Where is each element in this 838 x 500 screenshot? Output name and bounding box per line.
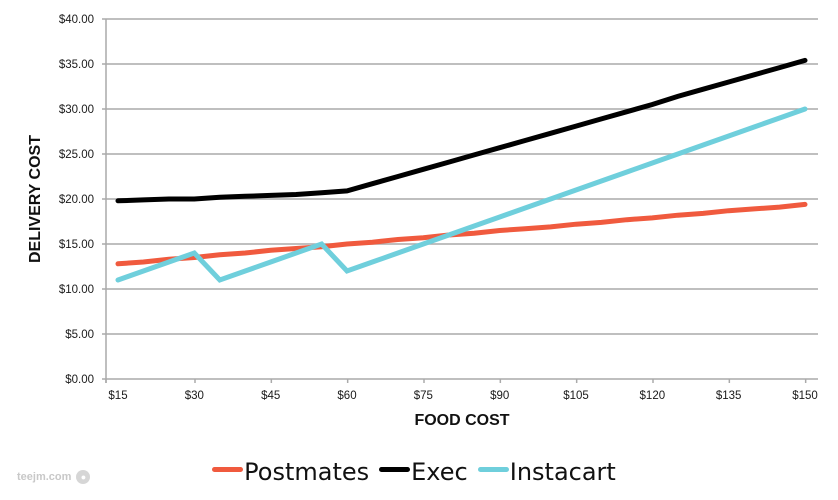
y-tick-label: $20.00 — [59, 194, 94, 206]
x-axis-title: FOOD COST — [414, 412, 509, 429]
series-line-exec — [115, 57, 808, 204]
y-tick-label: $5.00 — [65, 329, 94, 341]
x-tick-label: $150 — [792, 390, 818, 402]
y-tick-label: $0.00 — [65, 374, 94, 386]
line-chart: $0.00 $5.00 $10.00 $15.00 $20.00 $25.00 $30.00… — [27, 14, 818, 429]
y-tick-label: $10.00 — [59, 284, 94, 296]
y-tick-label: $40.00 — [59, 14, 94, 26]
legend-swatch-postmates — [212, 466, 244, 472]
x-tick-label: $120 — [640, 390, 666, 402]
legend-label-instacart: Instacart — [509, 458, 616, 486]
x-tick-label: $90 — [490, 390, 509, 402]
legend-item-postmates[interactable]: Postmates — [212, 458, 369, 486]
logo-icon: ● — [76, 470, 91, 484]
y-axis-ticks: $0.00 $5.00 $10.00 $15.00 $20.00 $25.00 $30.00… — [59, 14, 94, 386]
legend-item-exec[interactable]: Exec — [379, 458, 468, 486]
series-lines — [115, 57, 808, 283]
legend-label-postmates: Postmates — [244, 458, 370, 486]
x-tick-label: $105 — [563, 390, 589, 402]
y-tick-label: $35.00 — [59, 59, 94, 71]
watermark: teejm.com ● — [17, 470, 91, 484]
legend-swatch-exec — [379, 466, 411, 472]
y-tick-label: $15.00 — [59, 239, 94, 251]
x-tick-label: $60 — [337, 390, 356, 402]
x-tick-label: $15 — [108, 390, 127, 402]
x-axis-ticks: $15 $30 $45 $60 $75 $90 $105 $120 $135 $150 — [105, 379, 818, 402]
y-tick-label: $25.00 — [59, 149, 94, 161]
y-axis-title: DELIVERY COST — [27, 135, 44, 263]
legend-swatch-instacart — [477, 466, 509, 472]
legend-item-instacart[interactable]: Instacart — [477, 458, 616, 486]
legend-label-exec: Exec — [411, 458, 468, 486]
x-tick-label: $135 — [716, 390, 742, 402]
y-tick-label: $30.00 — [59, 104, 94, 116]
series-line-postmates — [115, 201, 808, 267]
series-line-instacart — [115, 106, 808, 283]
x-tick-label: $75 — [414, 390, 433, 402]
watermark-text: teejm.com — [17, 471, 72, 483]
legend: Postmates Exec Instacart — [0, 458, 838, 486]
x-tick-label: $45 — [261, 390, 280, 402]
x-tick-label: $30 — [185, 390, 204, 402]
